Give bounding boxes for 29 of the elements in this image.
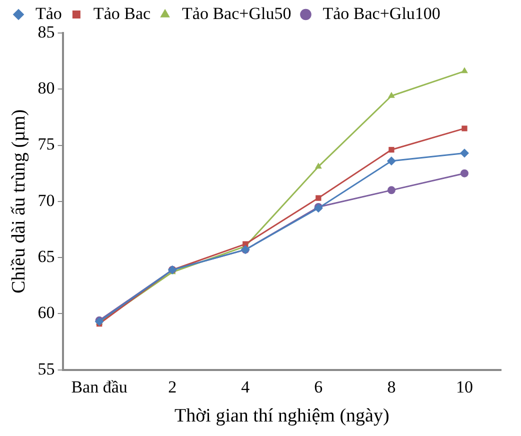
y-tick-label: 80 <box>38 78 55 98</box>
point <box>388 146 394 153</box>
point <box>460 169 468 178</box>
point <box>386 156 396 166</box>
point <box>460 148 469 158</box>
x-tick-label: 10 <box>456 377 473 396</box>
x-tick-label: 8 <box>387 377 396 396</box>
y-tick-label: 55 <box>38 359 55 378</box>
x-tick-label: Ban đầu <box>71 377 128 396</box>
point <box>388 92 395 98</box>
y-tick-label: 60 <box>38 303 55 322</box>
y-tick-label: 70 <box>38 190 55 210</box>
legend-label: Tảo Bac+Glu50 <box>182 4 292 23</box>
legend-label: Tảo Bac+Glu100 <box>322 4 440 23</box>
x-tick-label: 2 <box>168 377 177 396</box>
point <box>314 162 322 169</box>
x-tick-label: 6 <box>314 377 323 396</box>
point <box>462 126 468 132</box>
y-tick-label: 65 <box>38 247 55 266</box>
x-tick-label: 4 <box>241 377 250 396</box>
y-axis-title: Chiều dài ấu trùng (µm) <box>8 109 30 294</box>
y-tick-label: 75 <box>38 134 55 154</box>
point <box>387 186 396 194</box>
x-axis-title: Thời gian thí nghiệm (ngày) <box>174 406 390 427</box>
legend-label: Tảo Bac <box>93 4 151 23</box>
legend-label: Tảo <box>36 4 62 23</box>
y-tick-label: 85 <box>38 22 55 42</box>
point <box>461 67 468 74</box>
point <box>316 195 322 201</box>
